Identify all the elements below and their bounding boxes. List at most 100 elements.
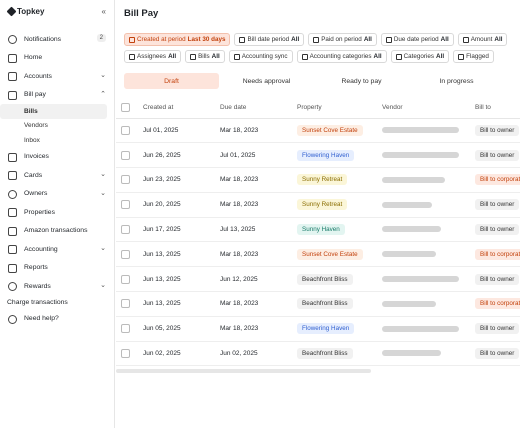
column-header-created-at[interactable]: Created at <box>143 98 220 119</box>
due-date-cell: Mar 18, 2023 <box>220 192 297 218</box>
table-row[interactable]: Jun 23, 2025 Mar 18, 2023 Sunny Retreat Bil… <box>116 167 520 193</box>
row-checkbox[interactable] <box>121 175 130 185</box>
created-at-cell: Jun 20, 2025 <box>143 192 220 218</box>
table-row[interactable]: Jun 13, 2025 Mar 18, 2023 Sunset Cove Esta… <box>116 241 520 268</box>
bill-to-cell: Bill to owner <box>475 341 520 367</box>
bill-to-tag: Bill to owner <box>475 323 520 335</box>
table-row[interactable]: Jun 20, 2025 Mar 18, 2023 Sunny Retreat Bil… <box>116 192 520 218</box>
vendor-cell <box>382 241 475 268</box>
sidebar-item-home[interactable]: Home <box>0 49 115 68</box>
sidebar-item-label: Home <box>24 54 43 62</box>
row-checkbox[interactable] <box>121 349 130 359</box>
filter-chip[interactable]: Accounting categories All <box>296 50 387 63</box>
sidebar-item-cards[interactable]: Cards ⌄ <box>0 166 115 185</box>
table-row[interactable]: Jun 13, 2025 Mar 18, 2023 Beachfront Bliss… <box>116 291 520 317</box>
created-at-cell: Jun 23, 2025 <box>143 167 220 193</box>
filter-chip[interactable]: Due date period All <box>380 33 454 46</box>
sidebar-subitem-bills[interactable]: Bills <box>0 104 107 119</box>
due-date-cell: Mar 18, 2023 <box>220 241 297 268</box>
sidebar-item-owners[interactable]: Owners ⌄ <box>0 185 115 204</box>
chevron-down-icon: ⌄ <box>100 72 106 79</box>
created-at-cell: Jun 13, 2025 <box>143 241 220 268</box>
bill-to-tag: Bill to corporate <box>475 248 520 260</box>
sidebar-item-accounting[interactable]: Accounting ⌄ <box>0 240 115 259</box>
table-row[interactable]: Jun 05, 2025 Mar 18, 2023 Flowering Haven B… <box>116 316 520 342</box>
sidebar-item-help[interactable]: Need help? <box>0 310 115 329</box>
bank-icon <box>8 72 17 81</box>
table-row[interactable]: Jun 26, 2025 Jul 01, 2025 Flowering Haven B… <box>116 142 520 169</box>
column-header-property[interactable]: Property <box>297 98 382 119</box>
filter-chip[interactable]: Paid on period All <box>308 33 377 46</box>
filter-chip[interactable]: Assignees All <box>124 50 182 63</box>
bill-to-tag: Bill to corporate <box>475 174 520 186</box>
invoice-icon <box>8 152 17 162</box>
created-at-cell: Jul 01, 2025 <box>143 118 220 144</box>
column-header-vendor[interactable]: Vendor <box>382 98 475 119</box>
sidebar-item-invoices[interactable]: Invoices <box>0 148 115 167</box>
building-icon <box>8 208 17 217</box>
sidebar-subitem-vendors[interactable]: Vendors <box>24 122 48 130</box>
created-at-cell: Jun 13, 2025 <box>143 266 220 293</box>
row-checkbox[interactable] <box>121 299 130 309</box>
tab-in-progress[interactable]: In progress <box>439 77 474 85</box>
collapse-sidebar-icon[interactable]: « <box>101 7 106 16</box>
calculator-icon <box>8 245 17 254</box>
property-cell: Flowering Haven <box>297 316 382 342</box>
vendor-cell <box>382 192 475 218</box>
row-checkbox[interactable] <box>121 274 130 284</box>
sidebar-item-accounts[interactable]: Accounts ⌄ <box>0 67 115 86</box>
select-all-checkbox[interactable] <box>121 103 130 113</box>
table-row[interactable]: Jun 17, 2025 Jul 13, 2025 Sunny Haven Bill … <box>116 217 520 243</box>
filter-chip-value: All <box>291 36 300 43</box>
bill-to-tag: Bill to corporate <box>475 298 520 310</box>
horizontal-scrollbar[interactable] <box>116 369 371 373</box>
property-tag: Sunny Retreat <box>297 174 348 186</box>
filter-chip[interactable]: Created at period Last 30 days <box>124 33 231 46</box>
due-date-cell: Mar 18, 2023 <box>220 291 297 317</box>
row-checkbox[interactable] <box>121 125 130 135</box>
sidebar-item-notifications[interactable]: Notifications 2 <box>0 30 115 49</box>
property-tag: Flowering Haven <box>297 149 355 161</box>
bill-to-tag: Bill to owner <box>475 199 520 211</box>
bill-to-tag: Bill to owner <box>475 124 520 136</box>
table-row[interactable]: Jun 02, 2025 Jun 02, 2025 Beachfront Bliss… <box>116 341 520 367</box>
filter-chip[interactable]: Categories All <box>390 50 450 63</box>
sidebar-item-amazon-transactions[interactable]: Amazon transactions <box>0 222 115 241</box>
column-header-due-date[interactable]: Due date <box>220 98 297 119</box>
row-checkbox[interactable] <box>121 150 130 160</box>
row-checkbox[interactable] <box>121 225 130 235</box>
sidebar-item-reports[interactable]: Reports <box>0 259 115 278</box>
created-at-cell: Jun 13, 2025 <box>143 291 220 317</box>
filter-chip[interactable]: Accounting sync <box>228 50 293 63</box>
home-icon <box>8 53 17 63</box>
help-icon <box>8 314 17 324</box>
filter-chip[interactable]: Bills All <box>185 50 225 63</box>
filter-chip[interactable]: Amount All <box>457 33 508 46</box>
sidebar-item-label: Cards <box>24 171 43 179</box>
property-cell: Beachfront Bliss <box>297 291 382 317</box>
row-checkbox[interactable] <box>121 200 130 210</box>
row-checkbox[interactable] <box>121 249 130 259</box>
grid-icon <box>395 53 402 60</box>
row-checkbox[interactable] <box>121 324 130 334</box>
tab-ready-to-pay[interactable]: Ready to pay <box>341 77 382 85</box>
vendor-placeholder <box>382 201 432 208</box>
filter-chip[interactable]: Bill date period All <box>234 33 305 46</box>
vendor-placeholder <box>382 176 445 183</box>
brand[interactable]: Topkey <box>6 6 44 17</box>
sidebar-subitem-inbox[interactable]: Inbox <box>24 136 40 144</box>
tab-needs-approval[interactable]: Needs approval <box>242 77 291 85</box>
table-row[interactable]: Jun 13, 2025 Jun 12, 2025 Beachfront Bliss… <box>116 266 520 293</box>
receipt-icon <box>8 90 17 100</box>
row-select-cell <box>116 192 143 218</box>
sidebar-item-properties[interactable]: Properties <box>0 203 115 222</box>
column-header-bill-to[interactable]: Bill to <box>475 98 520 119</box>
filter-chip-value: All <box>211 53 220 60</box>
calendar-icon <box>129 36 135 43</box>
tab-draft[interactable]: Draft <box>124 73 219 89</box>
sidebar-item-bill-pay[interactable]: Bill pay ⌃ <box>0 86 115 105</box>
sidebar-item-charge-transactions[interactable]: Charge transactions <box>7 299 68 306</box>
filter-chip[interactable]: Flagged <box>453 50 494 63</box>
sidebar-item-rewards[interactable]: Rewards ⌄ <box>0 277 115 296</box>
table-row[interactable]: Jul 01, 2025 Mar 18, 2023 Sunset Cove Esta… <box>116 118 520 144</box>
